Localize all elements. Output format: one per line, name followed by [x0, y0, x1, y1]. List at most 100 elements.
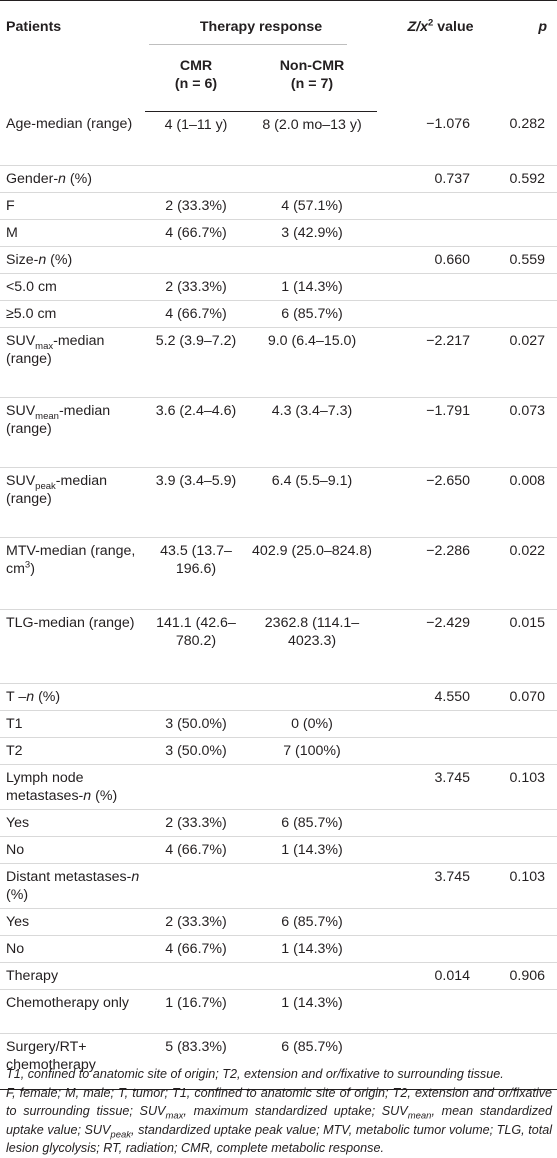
row-label: M	[6, 224, 18, 241]
row-label: Surgery/RT+ chemotherapy	[6, 1038, 96, 1073]
non-cmr-value: 7 (100%)	[283, 742, 341, 759]
row-label: Therapy	[6, 967, 59, 984]
non-cmr-value: 9.0 (6.4–15.0)	[267, 332, 357, 349]
header-zx2-value: Z/x2 value	[407, 17, 474, 35]
table-row: No 4 (66.7%) 1 (14.3%)	[0, 836, 557, 863]
row-label: Gender-n (%)	[6, 170, 92, 187]
non-cmr-value: 6.4 (5.5–9.1)	[271, 472, 353, 489]
cmr-value: 3 (50.0%)	[165, 742, 227, 759]
z-value	[377, 809, 490, 836]
non-cmr-value: 6 (85.7%)	[281, 814, 343, 831]
non-cmr-value	[247, 246, 377, 273]
z-value: −1.076	[426, 116, 470, 132]
z-value	[377, 737, 490, 764]
z-value	[377, 935, 490, 962]
row-label: SUVpeak-median (range)	[6, 472, 108, 507]
row-label: Yes	[6, 814, 30, 831]
cmr-value: 4 (66.7%)	[165, 224, 227, 241]
cmr-value: 2 (33.3%)	[165, 814, 227, 831]
table-row: Chemotherapy only 1 (16.7%) 1 (14.3%)	[0, 989, 557, 1033]
z-value	[377, 908, 490, 935]
p-value	[490, 710, 557, 737]
table-row: Distant metastases-n (%) 3.745 0.103	[0, 863, 557, 908]
table-header: Patients Therapy response Z/x2 value p C…	[0, 0, 557, 112]
table-row: No 4 (66.7%) 1 (14.3%)	[0, 935, 557, 962]
non-cmr-value: 6 (85.7%)	[281, 913, 343, 930]
non-cmr-value: 8 (2.0 mo–13 y)	[262, 116, 362, 133]
non-cmr-value	[247, 962, 377, 989]
z-value: −2.286	[426, 542, 470, 559]
p-value: 0.027	[509, 332, 545, 349]
row-label: T –n (%)	[6, 688, 61, 705]
table-row: ≥5.0 cm 4 (66.7%) 6 (85.7%)	[0, 300, 557, 327]
p-value	[490, 908, 557, 935]
z-value: 0.660	[434, 251, 470, 268]
row-label: Size-n (%)	[6, 251, 73, 268]
non-cmr-value: 6 (85.7%)	[281, 1038, 343, 1055]
z-value: 3.745	[434, 868, 470, 885]
p-value	[490, 935, 557, 962]
table-row: T –n (%) 4.550 0.070	[0, 683, 557, 710]
row-label: T2	[6, 742, 23, 759]
row-label: MTV-median (range, cm3)	[6, 542, 136, 577]
p-value: 0.906	[509, 967, 545, 984]
z-value: −2.650	[426, 472, 470, 489]
header-non-cmr-n: (n = 7)	[290, 76, 334, 92]
z-value	[377, 192, 490, 219]
z-value	[377, 273, 490, 300]
cmr-value: 5 (83.3%)	[165, 1038, 227, 1055]
footnote-2: F, female; M, male; T, tumor; T1, confin…	[6, 1085, 552, 1156]
non-cmr-value: 3 (42.9%)	[281, 224, 343, 241]
non-cmr-value	[247, 683, 377, 710]
cmr-value: 5.2 (3.9–7.2)	[155, 332, 237, 349]
row-label: SUVmean-median (range)	[6, 402, 111, 437]
p-value	[490, 300, 557, 327]
non-cmr-value: 1 (14.3%)	[281, 841, 343, 858]
cmr-value: 141.1 (42.6–780.2)	[156, 614, 236, 649]
table-row: Therapy 0.014 0.906	[0, 962, 557, 989]
z-value: −2.429	[426, 614, 470, 631]
row-label: Distant metastases-n (%)	[6, 868, 140, 903]
row-label: TLG-median (range)	[6, 614, 135, 631]
z-value: −2.217	[426, 332, 470, 349]
table-row: F 2 (33.3%) 4 (57.1%)	[0, 192, 557, 219]
z-value	[377, 219, 490, 246]
cmr-value	[145, 764, 247, 809]
non-cmr-value	[247, 165, 377, 192]
z-value: 0.014	[434, 967, 470, 984]
table-row: Yes 2 (33.3%) 6 (85.7%)	[0, 908, 557, 935]
row-label: <5.0 cm	[6, 278, 57, 295]
non-cmr-value: 0 (0%)	[291, 715, 333, 732]
cmr-value: 2 (33.3%)	[165, 913, 227, 930]
p-value: 0.073	[509, 402, 545, 419]
non-cmr-value: 1 (14.3%)	[281, 940, 343, 957]
header-therapy-response: Therapy response	[145, 7, 377, 45]
non-cmr-value: 2362.8 (114.1–4023.3)	[264, 614, 360, 649]
p-value: 0.103	[509, 769, 545, 786]
header-p: p	[538, 19, 547, 35]
cmr-value	[145, 863, 247, 908]
table-row: MTV-median (range, cm3) 43.5 (13.7–196.6)…	[0, 537, 557, 609]
cmr-value: 4 (66.7%)	[165, 940, 227, 957]
z-value	[377, 989, 490, 1033]
row-label: Age-median (range)	[6, 116, 133, 132]
cmr-value: 43.5 (13.7–196.6)	[160, 542, 232, 577]
table-row: Age-median (range) 4 (1–11 y) 8 (2.0 mo–13…	[0, 111, 557, 165]
z-value	[377, 710, 490, 737]
cmr-value: 1 (16.7%)	[165, 994, 227, 1011]
z-value	[377, 836, 490, 863]
cmr-value	[145, 165, 247, 192]
cmr-value: 2 (33.3%)	[165, 197, 227, 214]
p-value: 0.008	[509, 472, 545, 489]
header-patients: Patients	[6, 19, 62, 35]
p-value	[490, 273, 557, 300]
p-value: 0.070	[509, 688, 545, 705]
p-value	[490, 192, 557, 219]
p-value: 0.559	[509, 251, 545, 268]
therapy-response-table: Patients Therapy response Z/x2 value p C…	[0, 0, 557, 1089]
z-value: −1.791	[426, 402, 470, 419]
row-label: Yes	[6, 913, 30, 930]
table-row: TLG-median (range) 141.1 (42.6–780.2) 2362…	[0, 609, 557, 683]
non-cmr-value: 1 (14.3%)	[281, 278, 343, 295]
